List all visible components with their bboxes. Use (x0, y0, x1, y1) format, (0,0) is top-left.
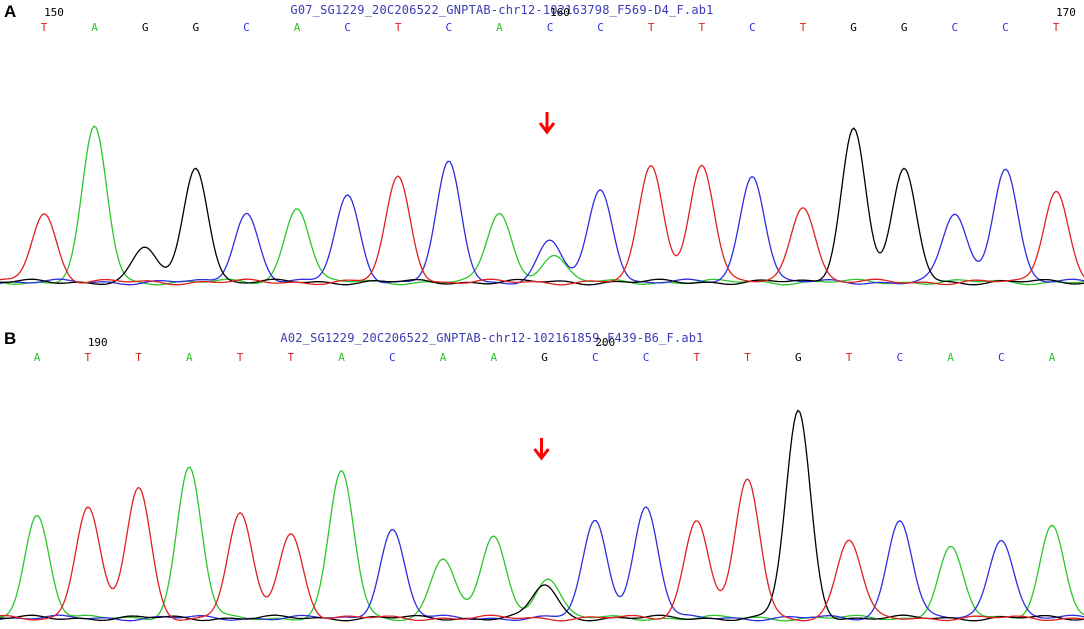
trace-t (0, 478, 1084, 622)
base-call: T (84, 351, 91, 364)
trace-g (0, 409, 1084, 622)
base-call: T (287, 351, 294, 364)
base-call: T (744, 351, 751, 364)
base-call: A (440, 351, 447, 364)
base-call: C (1002, 21, 1009, 34)
trace-file-name-a: G07_SG1229_20C206522_GNPTAB-chr12-102163… (290, 3, 714, 17)
base-call: G (795, 351, 802, 364)
base-call: A (947, 351, 954, 364)
base-call: C (445, 21, 452, 34)
base-call: A (91, 21, 98, 34)
base-call: T (846, 351, 853, 364)
base-call: G (192, 21, 199, 34)
trace-file-name-b: A02_SG1229_20C206522_GNPTAB-chr12-102161… (280, 331, 704, 345)
base-call: C (243, 21, 250, 34)
panel-a: A G07_SG1229_20C206522_GNPTAB-chr12-1021… (0, 0, 1084, 314)
base-call: A (338, 351, 345, 364)
chromatogram-b: A T T A T T A C A A G C C T T G T C A C A 190 200 (0, 336, 1084, 622)
trace-t (0, 164, 1084, 286)
panel-label-a: A (4, 2, 17, 21)
base-call: A (1049, 351, 1056, 364)
base-call: T (135, 351, 142, 364)
chromatogram-a: T A G G C A C T C A C C T T C T G G C C T 150 160 170 (0, 6, 1084, 286)
base-call: G (142, 21, 149, 34)
base-call: G (901, 21, 908, 34)
base-call: C (344, 21, 351, 34)
base-call: T (800, 21, 807, 34)
base-call: T (693, 351, 700, 364)
position-label: 200 (595, 336, 615, 349)
base-call: T (648, 21, 655, 34)
panel-b: B A02_SG1229_20C206522_GNPTAB-chr12-1021… (0, 314, 1084, 629)
mutation-arrow-icon (533, 438, 550, 461)
mutation-arrow-icon (538, 112, 556, 135)
base-call: T (41, 21, 48, 34)
base-call: C (597, 21, 604, 34)
position-label: 150 (44, 6, 64, 19)
base-call: C (951, 21, 958, 34)
trace-c (0, 506, 1084, 622)
base-call: C (749, 21, 756, 34)
base-call: C (998, 351, 1005, 364)
base-call: G (541, 351, 548, 364)
base-call: C (592, 351, 599, 364)
position-label: 170 (1056, 6, 1076, 19)
base-call: T (698, 21, 705, 34)
trace-a (0, 466, 1084, 622)
base-call: A (294, 21, 301, 34)
base-call: C (643, 351, 650, 364)
base-call: C (896, 351, 903, 364)
base-call: A (490, 351, 497, 364)
trace-a (0, 125, 1084, 286)
panel-label-b: B (4, 329, 17, 348)
base-call: A (186, 351, 193, 364)
base-call: C (389, 351, 396, 364)
base-call: T (237, 351, 244, 364)
base-call: A (34, 351, 41, 364)
base-call: T (1053, 21, 1060, 34)
base-call: A (496, 21, 503, 34)
position-label: 160 (550, 6, 570, 19)
base-call: T (395, 21, 402, 34)
trace-g (0, 127, 1084, 286)
base-call: G (850, 21, 857, 34)
base-call: C (547, 21, 554, 34)
position-label: 190 (88, 336, 108, 349)
